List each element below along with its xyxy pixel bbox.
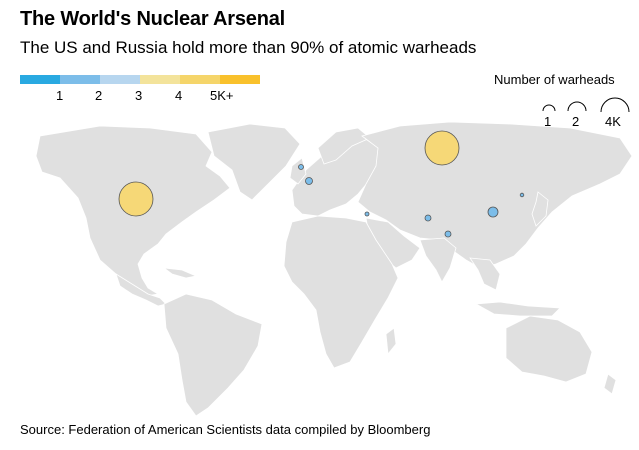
bubble-israel <box>364 211 370 217</box>
legend-swatch <box>220 75 260 84</box>
bubble-france <box>305 177 313 185</box>
asia <box>357 121 633 269</box>
legend-label: 4 <box>175 88 183 103</box>
southeast-asia <box>469 257 501 291</box>
legend-swatch <box>180 75 220 84</box>
bubble-india <box>444 230 452 238</box>
size-legend-label: 1 <box>544 114 552 129</box>
land-masses <box>35 121 633 417</box>
indian-subcontinent <box>419 237 457 283</box>
indonesia <box>474 301 561 317</box>
bubble-russia <box>424 130 460 166</box>
legend-swatch <box>100 75 140 84</box>
chart-subtitle: The US and Russia hold more than 90% of … <box>20 38 477 57</box>
size-legend-arcs <box>542 97 630 113</box>
warhead-bubbles <box>118 130 525 238</box>
bubble-china <box>487 206 499 218</box>
legend-swatch <box>60 75 100 84</box>
legend-swatch <box>20 75 60 84</box>
chart-title: The World's Nuclear Arsenal <box>20 8 285 30</box>
africa <box>283 215 399 369</box>
bubble-united-states <box>118 181 154 217</box>
madagascar <box>385 327 397 356</box>
legend-swatch <box>140 75 180 84</box>
caribbean <box>162 267 198 279</box>
size-legend-title: Number of warheads <box>494 72 615 87</box>
legend-label: 1 <box>56 88 64 103</box>
color-legend-labels: 1 2 3 4 5K+ <box>20 88 260 108</box>
new-zealand <box>603 373 617 395</box>
size-legend-label: 4K <box>605 114 621 129</box>
color-legend-bar <box>20 75 260 84</box>
central-america <box>115 273 167 307</box>
bubble-north-korea <box>519 192 525 198</box>
world-map <box>35 121 633 417</box>
bubble-united-kingdom <box>298 164 304 170</box>
legend-label: 2 <box>95 88 103 103</box>
legend-label: 5K+ <box>210 88 234 103</box>
greenland <box>207 123 301 201</box>
japan <box>531 191 549 227</box>
legend-label: 3 <box>135 88 143 103</box>
source-note: Source: Federation of American Scientist… <box>20 422 431 437</box>
size-legend: 1 2 4K <box>530 92 639 132</box>
scandinavia <box>317 127 371 165</box>
size-legend-label: 2 <box>572 114 580 129</box>
australia <box>505 315 593 383</box>
bubble-pakistan <box>424 214 432 222</box>
south-america <box>163 293 263 417</box>
